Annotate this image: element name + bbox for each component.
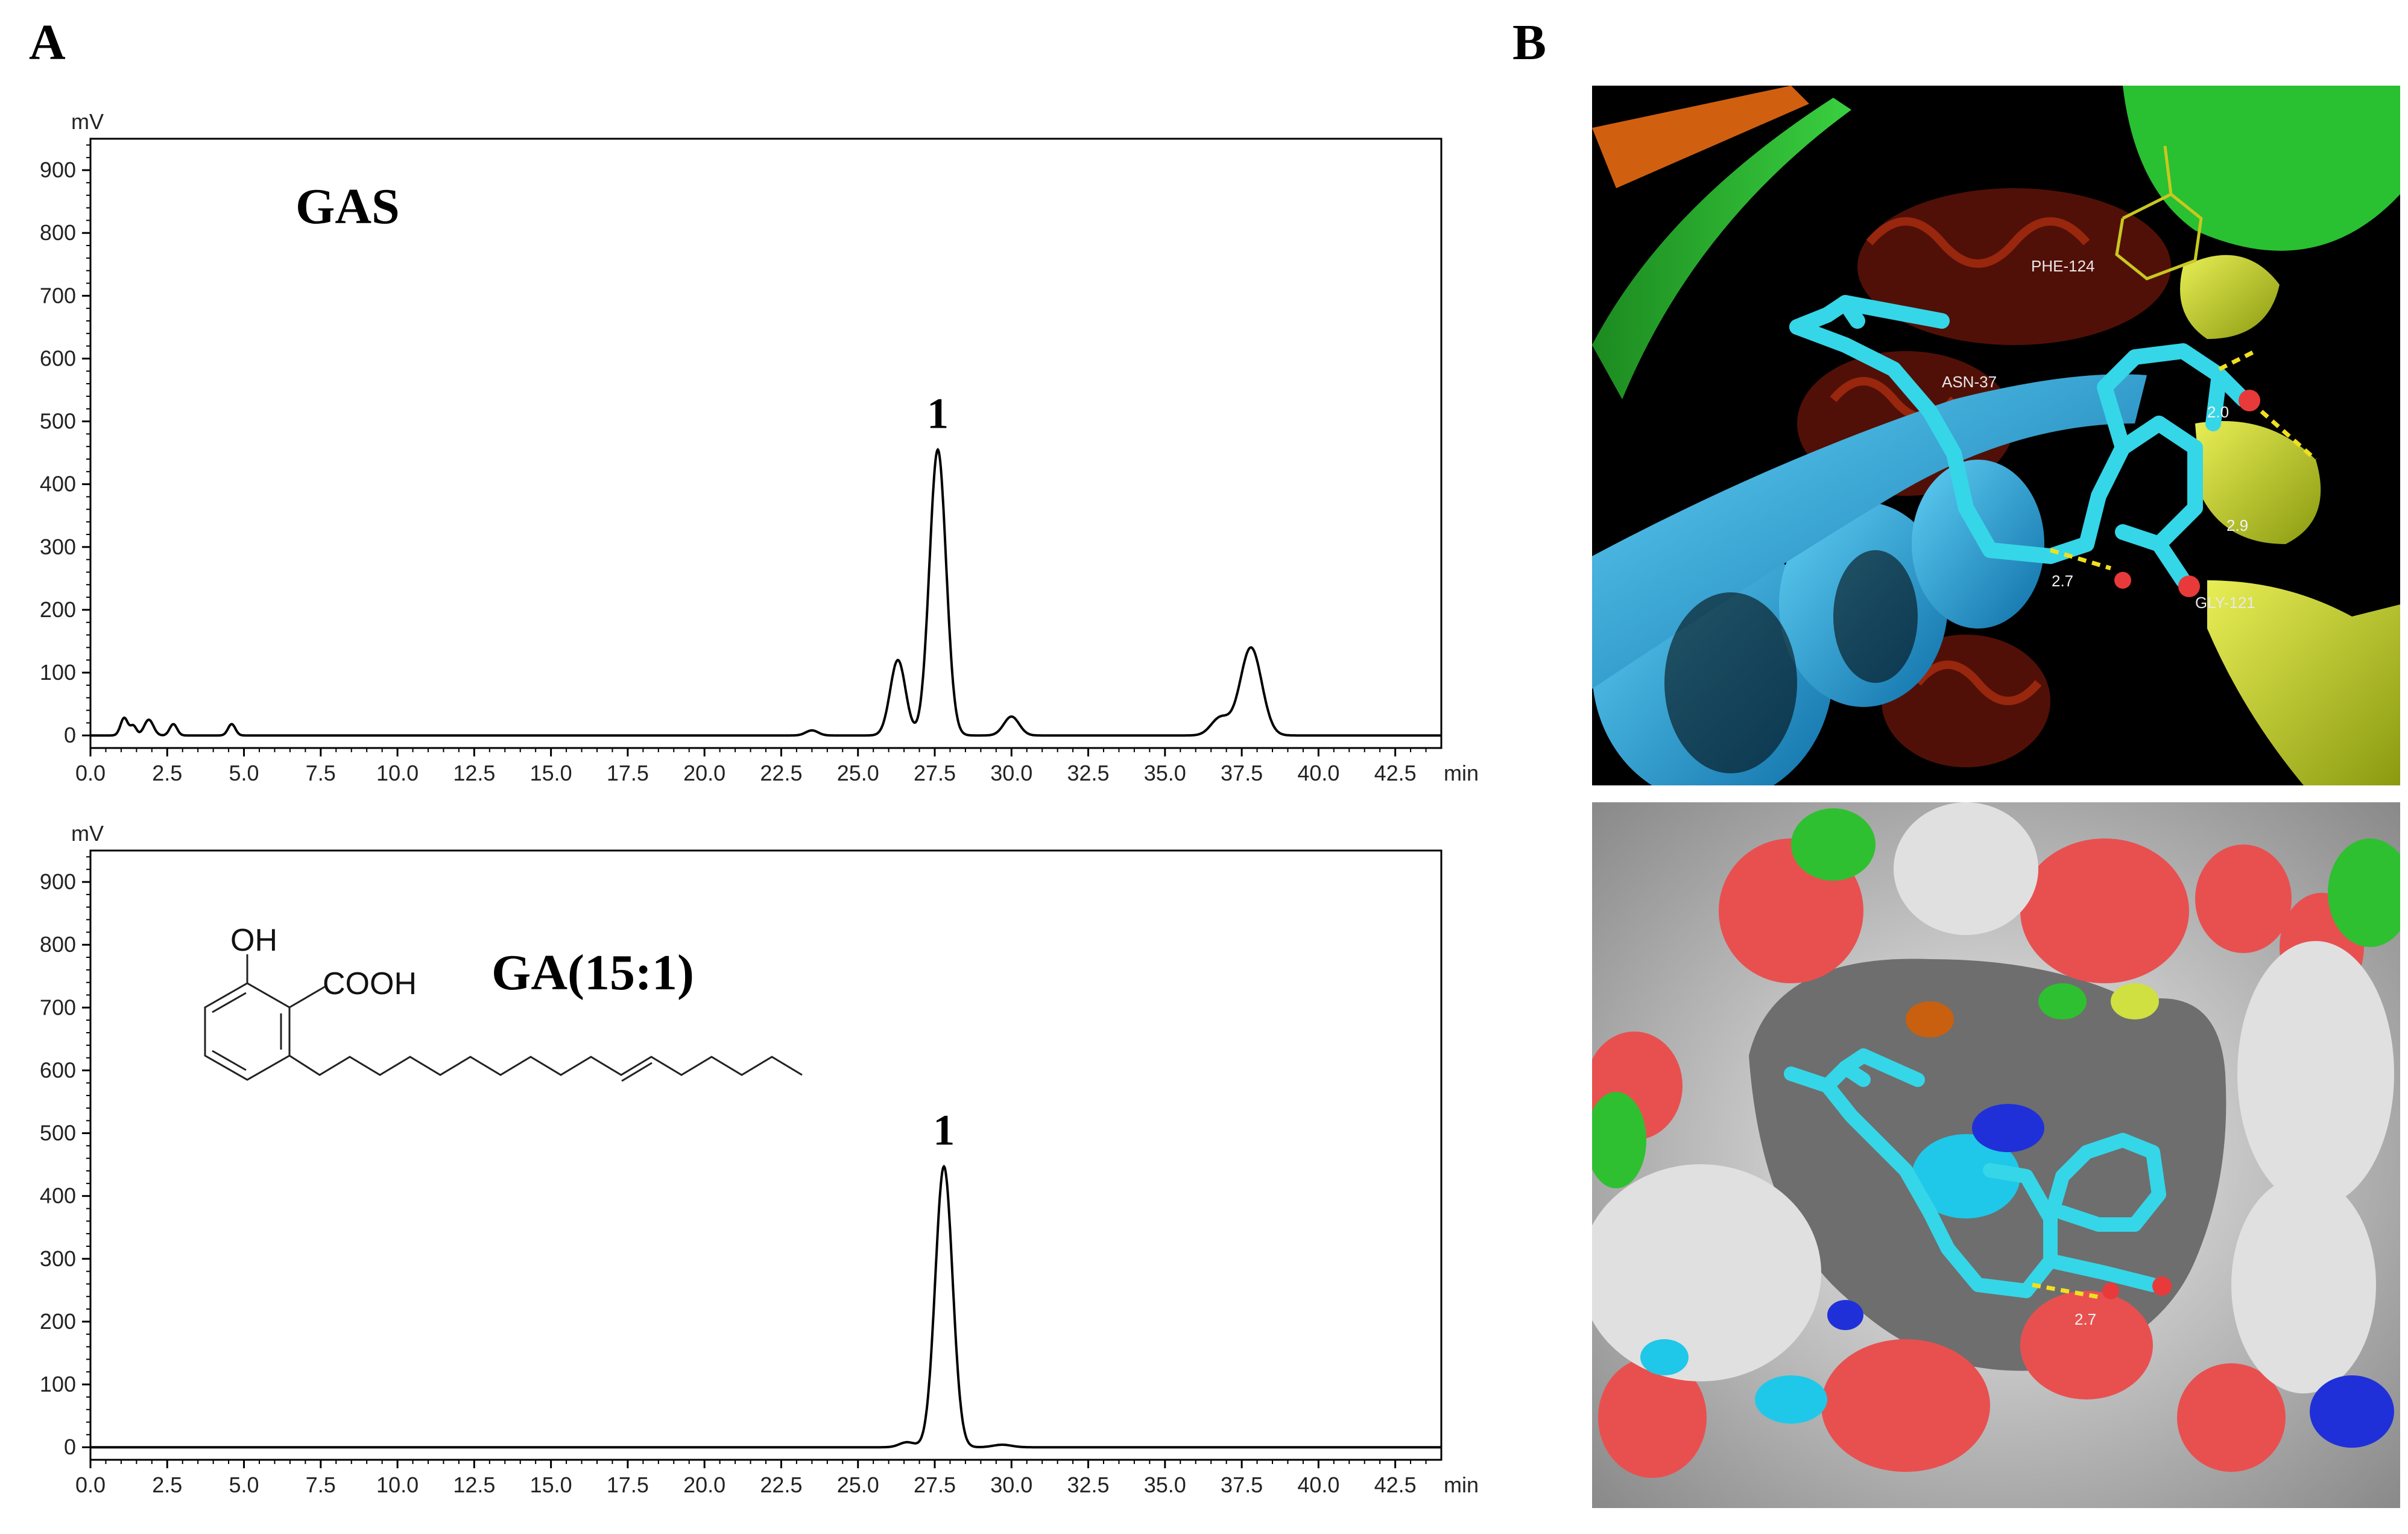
- x-tick-label: 0.0: [75, 761, 106, 785]
- hbond-surface: [2032, 1282, 2099, 1299]
- x-tick-label: 20.0: [683, 1472, 725, 1497]
- chart-title: GA(15:1): [491, 945, 694, 1001]
- x-tick-label: 20.0: [683, 761, 725, 785]
- x-axis-unit: min: [1444, 1472, 1479, 1497]
- x-tick-label: 30.0: [990, 761, 1032, 785]
- oh-label: OH: [230, 923, 277, 958]
- hbonds-ribbon: [2049, 349, 2318, 571]
- distance-label-2: 2.9: [2226, 516, 2248, 534]
- y-tick-label: 900: [40, 157, 76, 182]
- x-tick-label: 5.0: [229, 761, 259, 785]
- docking-ribbon-view: PHE-124 ASN-37 GLY-121 2.0 2.9 2.7: [1592, 86, 2400, 785]
- x-tick-label: 12.5: [453, 1472, 495, 1497]
- residue-label-asn37: ASN-37: [1942, 373, 1997, 391]
- y-tick-label: 300: [40, 1246, 76, 1271]
- x-tick-label: 42.5: [1374, 761, 1417, 785]
- y-tick-label: 800: [40, 932, 76, 957]
- panel-letter-b: B: [1512, 14, 1547, 71]
- x-tick-label: 22.5: [760, 1472, 802, 1497]
- orange-sheet: [1592, 86, 1809, 188]
- x-tick-label: 10.0: [376, 761, 419, 785]
- docking-surface-view: 2.7: [1592, 802, 2400, 1508]
- x-tick-label: 40.0: [1297, 1472, 1339, 1497]
- distance-label-3: 2.7: [2052, 572, 2073, 590]
- x-tick-label: 42.5: [1374, 1472, 1417, 1497]
- y-tick-label: 300: [40, 534, 76, 559]
- y-tick-label: 100: [40, 1372, 76, 1396]
- x-tick-label: 7.5: [306, 761, 336, 785]
- x-tick-label: 25.0: [837, 761, 879, 785]
- y-tick-label: 200: [40, 597, 76, 622]
- x-tick-label: 25.0: [837, 1472, 879, 1497]
- chromatogram-trace: [90, 448, 1441, 737]
- x-tick-label: 5.0: [229, 1472, 259, 1497]
- x-tick-label: 17.5: [607, 1472, 649, 1497]
- x-tick-label: 37.5: [1221, 761, 1263, 785]
- peak-annotation: 1: [927, 389, 949, 437]
- y-axis-unit: mV: [71, 821, 104, 846]
- ga151-structure: OH COOH: [204, 923, 803, 1082]
- peak-annotation: 1: [933, 1106, 955, 1155]
- y-tick-label: 400: [40, 1184, 76, 1208]
- y-tick-label: 400: [40, 472, 76, 496]
- x-tick-label: 10.0: [376, 1472, 419, 1497]
- y-tick-label: 700: [40, 995, 76, 1019]
- y-tick-label: 500: [40, 409, 76, 434]
- x-tick-label: 22.5: [760, 761, 802, 785]
- y-tick-label: 800: [40, 220, 76, 245]
- cooh-label: COOH: [323, 966, 417, 1001]
- y-tick-label: 0: [64, 1434, 76, 1459]
- y-tick-label: 600: [40, 1057, 76, 1082]
- x-tick-label: 32.5: [1067, 761, 1110, 785]
- x-tick-label: 35.0: [1144, 1472, 1186, 1497]
- y-tick-label: 100: [40, 660, 76, 685]
- y-tick-label: 500: [40, 1121, 76, 1146]
- residue-label-gly121: GLY-121: [2195, 594, 2255, 612]
- x-tick-label: 7.5: [306, 1472, 336, 1497]
- y-tick-label: 600: [40, 346, 76, 370]
- ligand-ribbon: [1789, 295, 2251, 588]
- x-tick-label: 30.0: [990, 1472, 1032, 1497]
- x-tick-label: 0.0: [75, 1472, 106, 1497]
- surface-distance-label: 2.7: [2075, 1310, 2096, 1328]
- x-tick-label: 35.0: [1144, 761, 1186, 785]
- chart-title: GAS: [295, 179, 400, 235]
- y-tick-label: 200: [40, 1309, 76, 1334]
- y-tick-label: 900: [40, 869, 76, 894]
- panel-letter-a: A: [29, 14, 66, 71]
- x-axis-unit: min: [1444, 761, 1479, 785]
- x-tick-label: 27.5: [914, 1472, 956, 1497]
- chromatogram-ga151: 0 100 200 300 400 500 600 700 800 900 0.0 2.5 5.0 7.5…: [40, 821, 1479, 1497]
- x-tick-label: 40.0: [1297, 761, 1339, 785]
- green-sheet: [1592, 98, 1851, 399]
- x-tick-label: 17.5: [607, 761, 649, 785]
- x-tick-label: 2.5: [152, 761, 182, 785]
- y-tick-label: 0: [64, 723, 76, 747]
- y-axis-unit: mV: [71, 109, 104, 134]
- ligand-surface: [1784, 1048, 2166, 1298]
- residue-label-phe124: PHE-124: [2031, 257, 2095, 275]
- phe-sidechain: [2115, 145, 2203, 280]
- plot-frame: [89, 138, 1443, 749]
- x-tick-label: 2.5: [152, 1472, 182, 1497]
- distance-label-1: 2.0: [2207, 403, 2229, 421]
- x-tick-label: 15.0: [530, 1472, 572, 1497]
- x-tick-label: 27.5: [914, 761, 956, 785]
- chromatogram-gas: 0 100 200 300 400 500 600 700 800 900 0.0 2.5 5.0 7.5…: [40, 109, 1479, 785]
- x-tick-label: 32.5: [1067, 1472, 1110, 1497]
- x-tick-label: 15.0: [530, 761, 572, 785]
- chromatogram-trace: [90, 1164, 1441, 1449]
- x-tick-label: 12.5: [453, 761, 495, 785]
- x-tick-label: 37.5: [1221, 1472, 1263, 1497]
- yellow-helix: [2180, 255, 2400, 785]
- y-tick-label: 700: [40, 283, 76, 308]
